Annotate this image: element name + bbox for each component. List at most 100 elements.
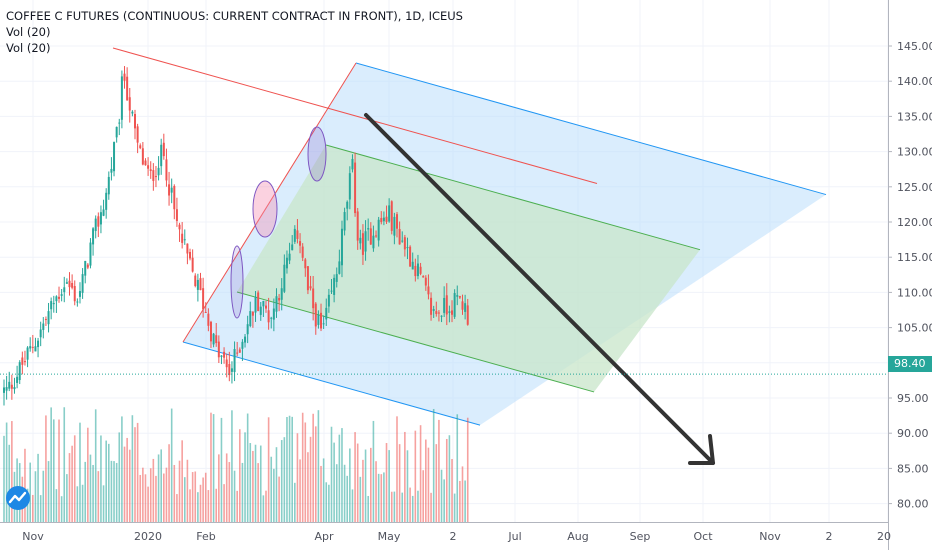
candle-body	[390, 201, 393, 231]
candle-body	[118, 122, 121, 124]
candle-body	[327, 294, 330, 307]
volume-bar	[278, 476, 280, 522]
candle-body	[189, 252, 192, 259]
volume-bar	[79, 422, 81, 522]
candle-body	[63, 287, 66, 293]
candle-body	[401, 240, 404, 242]
candle-body	[42, 323, 45, 330]
indicator-vol-2[interactable]: Vol (20)	[6, 41, 51, 55]
candle-body	[254, 296, 257, 313]
volume-bar	[380, 474, 383, 522]
candle-body	[183, 239, 186, 241]
candle-body	[325, 307, 328, 320]
volume-bar	[461, 466, 464, 522]
candle-body	[139, 145, 142, 149]
last-price-badge: 98.40	[888, 356, 932, 372]
volume-bar	[173, 464, 176, 522]
x-tick-label: Nov	[759, 530, 781, 543]
volume-bar	[39, 495, 42, 522]
candle-body	[147, 165, 150, 169]
candle-body	[241, 341, 244, 349]
candle-body	[228, 364, 231, 376]
volume-bar	[375, 461, 377, 522]
candle-body	[181, 233, 184, 243]
volume-bar	[252, 450, 254, 522]
volume-bar	[181, 440, 183, 522]
volume-bar	[372, 420, 375, 522]
candle-body	[115, 126, 118, 138]
volume-bar	[291, 416, 293, 522]
volume-bar	[265, 490, 267, 522]
volume-bar	[131, 415, 134, 522]
candle-body	[173, 186, 176, 210]
volume-bar	[189, 489, 191, 522]
volume-bar	[152, 458, 155, 522]
volume-bar	[128, 449, 131, 522]
candle-body	[120, 76, 123, 120]
volume-bar	[435, 444, 438, 522]
price-axis-panel[interactable]	[888, 0, 932, 550]
candle-body	[458, 296, 461, 298]
candle-body	[333, 277, 336, 295]
candle-body	[280, 288, 283, 300]
volume-bar	[207, 490, 210, 522]
volume-bar	[170, 408, 173, 522]
candle-body	[270, 317, 273, 319]
candle-body	[351, 158, 354, 170]
volume-bar	[32, 494, 34, 522]
candle-body	[262, 300, 265, 307]
candle-body	[244, 336, 247, 343]
candle-body	[196, 279, 199, 290]
candle-body	[409, 246, 412, 267]
volume-bar	[411, 495, 414, 522]
highlight-ellipse	[252, 180, 278, 238]
candle-body	[411, 261, 414, 270]
candle-body	[236, 352, 239, 354]
candle-body	[13, 387, 16, 390]
candle-body	[314, 303, 317, 327]
channel-base-line	[182, 62, 357, 343]
channel-green-upper-line	[325, 144, 701, 251]
volume-bar	[275, 447, 278, 522]
candle-body	[52, 303, 55, 305]
candle-body	[157, 167, 160, 176]
y-tick-label: 110.00	[897, 286, 932, 299]
volume-bar	[385, 443, 388, 522]
candle-body	[424, 277, 427, 286]
volume-bar	[296, 433, 299, 522]
volume-bar	[202, 477, 204, 522]
volume-bar	[168, 444, 170, 522]
volume-bar	[330, 426, 333, 522]
volume-bar	[393, 491, 396, 522]
candle-body	[191, 257, 194, 272]
candle-body	[238, 349, 241, 353]
highlight-ellipse	[230, 245, 244, 319]
volume-bar	[81, 484, 84, 522]
candle-body	[152, 170, 155, 181]
candle-body	[293, 228, 296, 242]
volume-bar	[121, 416, 123, 522]
indicator-vol-1[interactable]: Vol (20)	[6, 25, 51, 39]
volume-bar	[244, 432, 246, 522]
volume-bar	[163, 473, 165, 522]
volume-bar	[466, 417, 469, 522]
volume-bar	[377, 473, 380, 522]
candle-body	[207, 313, 210, 326]
tradingview-logo-icon[interactable]	[6, 486, 30, 510]
time-axis-panel[interactable]	[0, 522, 888, 550]
candle-body	[291, 244, 294, 251]
y-tick-label: 95.00	[897, 392, 929, 405]
channel-outer-upper-line	[355, 62, 827, 196]
volume-bar	[267, 417, 270, 522]
volume-bar	[89, 454, 92, 522]
candle-body	[225, 359, 228, 368]
candle-body	[233, 348, 236, 373]
candle-body	[230, 368, 233, 372]
volume-bar	[333, 442, 335, 522]
volume-bar	[108, 443, 110, 522]
candle-body	[3, 387, 5, 393]
candle-body	[251, 311, 254, 316]
candle-body	[369, 228, 372, 245]
candle-body	[16, 376, 19, 383]
